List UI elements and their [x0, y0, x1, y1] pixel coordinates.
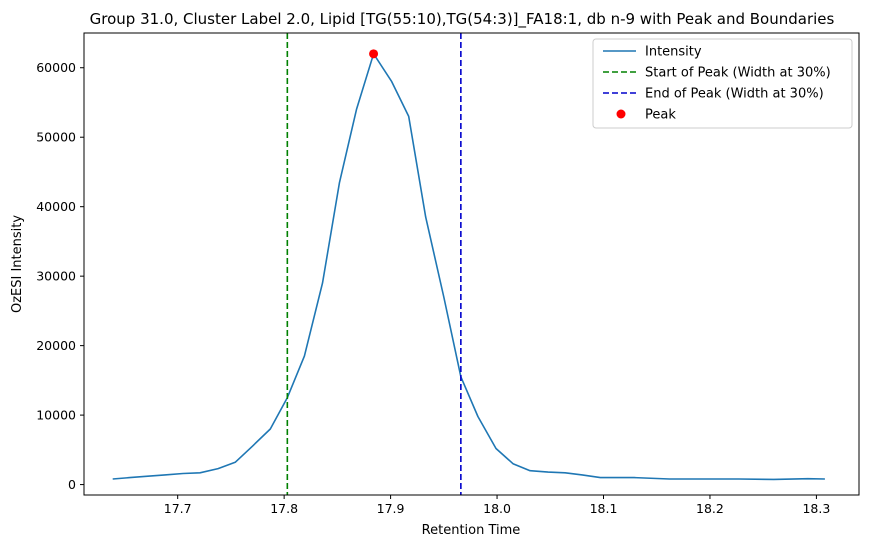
x-tick-label: 18.0 — [483, 501, 511, 516]
y-tick-label: 40000 — [36, 199, 76, 214]
legend-box — [592, 38, 853, 129]
x-axis-label: Retention Time — [422, 523, 521, 538]
legend-label: End of Peak (Width at 30%) — [645, 87, 824, 102]
x-tick-label: 18.3 — [802, 501, 830, 516]
legend-label: Start of Peak (Width at 30%) — [645, 66, 831, 81]
plot-layer — [112, 33, 825, 495]
series-line-intensity — [112, 52, 825, 481]
y-tick-label: 30000 — [36, 269, 76, 284]
x-tick-label: 17.8 — [270, 501, 298, 516]
y-tick-label: 10000 — [36, 408, 76, 423]
legend-label: Intensity — [645, 45, 702, 60]
x-tick-label: 17.9 — [377, 501, 405, 516]
y-tick-label: 0 — [68, 477, 76, 492]
x-tick-label: 18.1 — [590, 501, 618, 516]
legend-handle-peak — [616, 109, 626, 119]
y-tick-label: 60000 — [36, 60, 76, 75]
y-tick-label: 20000 — [36, 338, 76, 353]
y-tick-label: 50000 — [36, 130, 76, 145]
y-axis-ticks: 0 10000 20000 30000 40000 50000 60000 — [36, 60, 84, 492]
plot-frame — [83, 32, 860, 496]
legend-label: Peak — [645, 108, 676, 123]
chart-title: Group 31.0, Cluster Label 2.0, Lipid [TG… — [90, 10, 835, 29]
x-tick-label: 18.2 — [696, 501, 724, 516]
peak-marker — [369, 49, 379, 59]
y-axis-label: OzESI Intensity — [10, 215, 25, 313]
x-axis-ticks: 17.7 17.8 17.9 18.0 18.1 18.2 18.3 — [164, 495, 830, 516]
legend: Intensity Start of Peak (Width at 30%) End… — [592, 38, 853, 129]
x-tick-label: 17.7 — [164, 501, 192, 516]
